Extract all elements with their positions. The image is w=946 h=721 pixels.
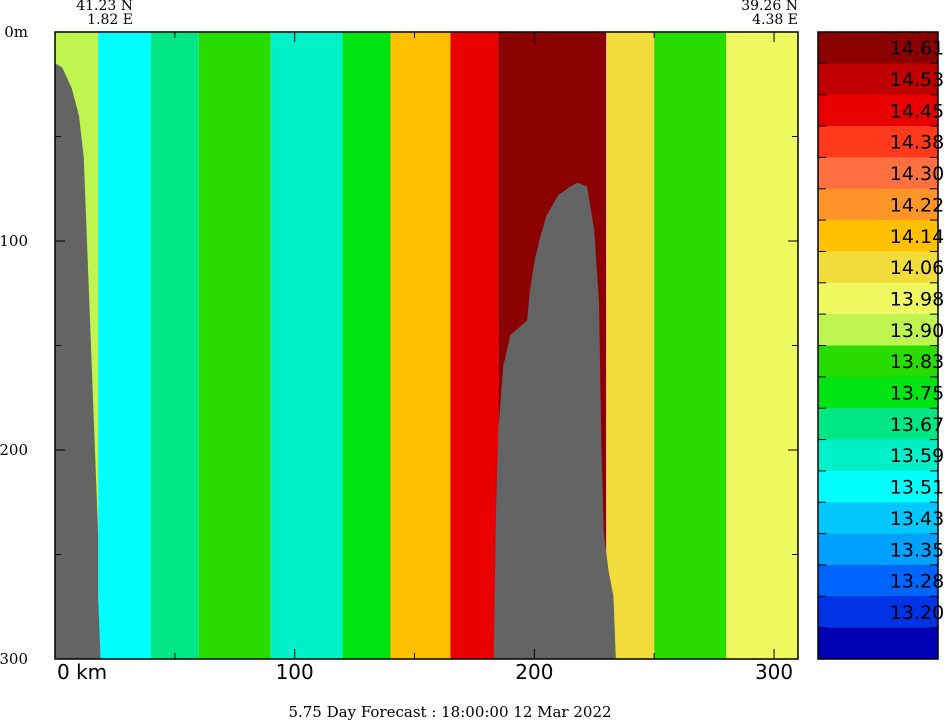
x-axis: 0 km 100 200 300 bbox=[54, 32, 793, 684]
colorbar-label: 13.51 bbox=[890, 477, 944, 499]
colorbar-label: 13.75 bbox=[890, 383, 944, 405]
colorbar-label: 13.35 bbox=[890, 539, 944, 561]
field-band-1 bbox=[98, 32, 151, 659]
x-tick-label: 0 km bbox=[57, 660, 107, 684]
colorbar-swatch bbox=[818, 564, 938, 597]
colorbar-label: 14.06 bbox=[890, 257, 944, 279]
temperature-field bbox=[55, 32, 798, 659]
colorbar-swatch bbox=[818, 220, 938, 252]
colorbar-swatch bbox=[818, 188, 938, 221]
colorbar-label: 14.53 bbox=[890, 69, 944, 91]
colorbar-label: 14.38 bbox=[890, 132, 944, 154]
x-tick-label: 300 bbox=[755, 660, 793, 684]
colorbar-label: 14.30 bbox=[890, 163, 944, 185]
field-band-2 bbox=[150, 32, 199, 659]
y-axis: 0m 100 200 300 bbox=[0, 23, 798, 668]
x-tick-label: 100 bbox=[276, 660, 314, 684]
colorbar-swatch bbox=[818, 94, 938, 127]
colorbar-label: 13.20 bbox=[890, 602, 944, 624]
colorbar-label: 13.43 bbox=[890, 508, 944, 530]
field-band-5 bbox=[342, 32, 391, 659]
field-band-7 bbox=[450, 32, 499, 659]
bathymetry bbox=[55, 63, 616, 659]
colorbar-swatch bbox=[818, 596, 938, 629]
colorbar-swatch bbox=[818, 502, 938, 535]
colorbar-swatch bbox=[818, 282, 938, 315]
colorbar-label: 13.59 bbox=[890, 445, 944, 467]
colorbar-label: 13.83 bbox=[890, 351, 944, 373]
colorbar-label: 13.90 bbox=[890, 320, 944, 342]
x-tick-label: 200 bbox=[515, 660, 553, 684]
colorbar-label: 14.61 bbox=[890, 38, 944, 60]
colorbar-swatch bbox=[818, 157, 938, 190]
colorbar-label: 14.14 bbox=[890, 226, 944, 248]
right-lon-label: 4.38 E bbox=[752, 12, 798, 28]
colorbar-swatch bbox=[818, 63, 938, 96]
colorbar-swatch bbox=[818, 376, 938, 409]
y-tick-label: 100 bbox=[0, 232, 28, 250]
colorbar-swatch bbox=[818, 126, 938, 158]
field-band-3 bbox=[198, 32, 271, 659]
colorbar-swatch bbox=[818, 470, 938, 503]
colorbar-swatch bbox=[818, 345, 938, 378]
field-band-10 bbox=[654, 32, 727, 659]
field-band-4 bbox=[270, 32, 343, 659]
y-tick-label: 0m bbox=[4, 23, 28, 41]
colorbar-frame bbox=[817, 31, 939, 660]
chart-title: 5.75 Day Forecast : 18:00:00 12 Mar 2022 bbox=[288, 703, 611, 721]
right-lat-label: 39.26 N bbox=[741, 0, 798, 14]
colorbar-swatch bbox=[818, 314, 938, 346]
colorbar-label: 13.28 bbox=[890, 571, 944, 593]
left-seafloor bbox=[55, 63, 101, 659]
colorbar-label: 14.45 bbox=[890, 100, 944, 122]
colorbar: 14.61 14.53 14.45 14.38 14.30 14.22 14.14 14.06… bbox=[818, 32, 944, 660]
colorbar-swatch bbox=[818, 32, 938, 64]
y-tick-label: 200 bbox=[0, 441, 28, 459]
seamount bbox=[493, 182, 616, 659]
colorbar-label: 13.98 bbox=[890, 288, 944, 310]
colorbar-swatch bbox=[818, 251, 938, 284]
left-lat-label: 41.23 N bbox=[76, 0, 133, 14]
field-band-9 bbox=[606, 32, 655, 659]
colorbar-label: 13.67 bbox=[890, 414, 944, 436]
y-tick-label: 300 bbox=[0, 650, 28, 668]
field-band-11 bbox=[726, 32, 798, 659]
colorbar-swatch bbox=[818, 627, 938, 660]
colorbar-swatch bbox=[818, 439, 938, 472]
colorbar-swatch bbox=[818, 533, 938, 566]
colorbar-swatch bbox=[818, 408, 938, 441]
left-lon-label: 1.82 E bbox=[87, 12, 133, 28]
colorbar-label: 14.22 bbox=[890, 194, 944, 216]
field-band-6 bbox=[390, 32, 451, 659]
